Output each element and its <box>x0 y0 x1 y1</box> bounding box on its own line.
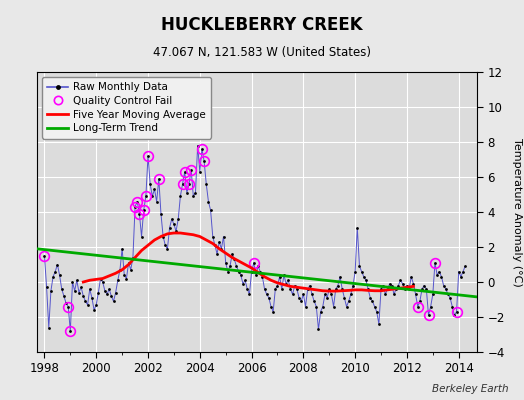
Y-axis label: Temperature Anomaly (°C): Temperature Anomaly (°C) <box>511 138 521 286</box>
Legend: Raw Monthly Data, Quality Control Fail, Five Year Moving Average, Long-Term Tren: Raw Monthly Data, Quality Control Fail, … <box>42 77 211 138</box>
Text: 47.067 N, 121.583 W (United States): 47.067 N, 121.583 W (United States) <box>153 46 371 59</box>
Text: Berkeley Earth: Berkeley Earth <box>432 384 508 394</box>
Text: HUCKLEBERRY CREEK: HUCKLEBERRY CREEK <box>161 16 363 34</box>
